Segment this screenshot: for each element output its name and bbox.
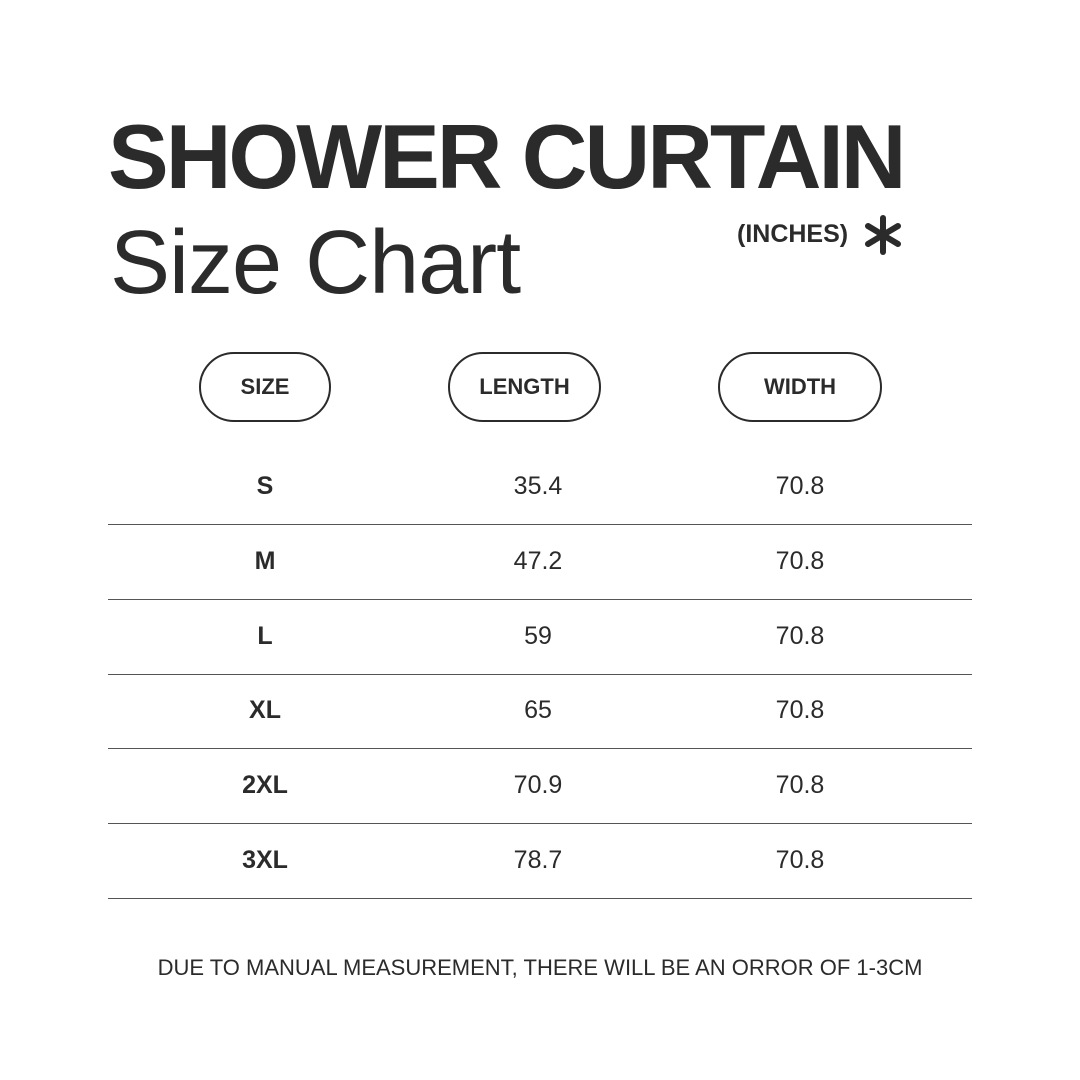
size-cell: S [256, 472, 274, 500]
table-row: 2XL 70.9 70.8 [108, 748, 972, 825]
column-header-width: WIDTH [718, 352, 882, 422]
table-row: L 59 70.8 [108, 599, 972, 675]
length-cell: 35.4 [513, 472, 563, 500]
length-cell: 47.2 [513, 546, 563, 575]
width-cell: 70.8 [775, 621, 825, 650]
asterisk-icon [865, 215, 901, 255]
table-row: 3XL 78.7 70.8 [108, 823, 972, 899]
column-header-length: LENGTH [448, 352, 601, 422]
width-cell: 70.8 [775, 546, 825, 575]
size-cell: 2XL [242, 771, 288, 800]
width-cell: 70.8 [775, 472, 825, 500]
length-cell: 78.7 [513, 846, 563, 874]
width-cell: 70.8 [775, 846, 825, 874]
page-subtitle: Size Chart [110, 213, 521, 313]
width-cell: 70.8 [775, 771, 825, 800]
size-cell: L [257, 621, 273, 650]
width-cell: 70.8 [775, 696, 825, 725]
length-cell: 65 [524, 696, 552, 725]
unit-label: (INCHES) [737, 220, 849, 248]
length-cell: 70.9 [513, 771, 563, 800]
page-title: SHOWER CURTAIN [108, 107, 906, 208]
table-row: XL 65 70.8 [108, 673, 972, 750]
table-row: S 35.4 70.8 [108, 449, 972, 525]
measurement-note: DUE TO MANUAL MEASUREMENT, THERE WILL BE… [157, 955, 923, 980]
size-cell: 3XL [242, 846, 288, 874]
table-row: M 47.2 70.8 [108, 524, 972, 600]
column-header-size: SIZE [199, 352, 331, 422]
size-cell: XL [249, 696, 281, 725]
size-cell: M [254, 546, 276, 575]
length-cell: 59 [524, 621, 552, 650]
